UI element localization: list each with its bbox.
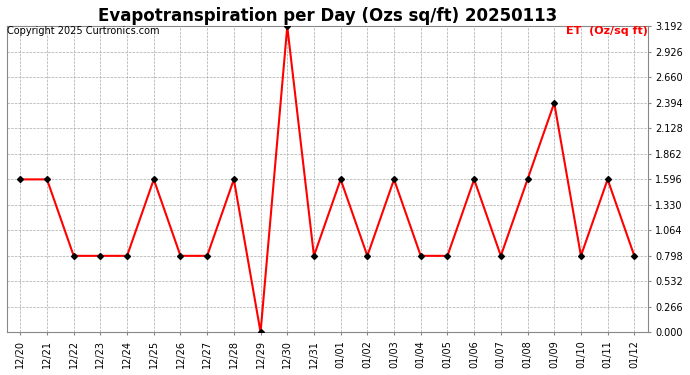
Text: ET  (Oz/sq ft): ET (Oz/sq ft) [566,27,648,36]
Text: Copyright 2025 Curtronics.com: Copyright 2025 Curtronics.com [7,27,159,36]
Title: Evapotranspiration per Day (Ozs sq/ft) 20250113: Evapotranspiration per Day (Ozs sq/ft) 2… [98,7,557,25]
